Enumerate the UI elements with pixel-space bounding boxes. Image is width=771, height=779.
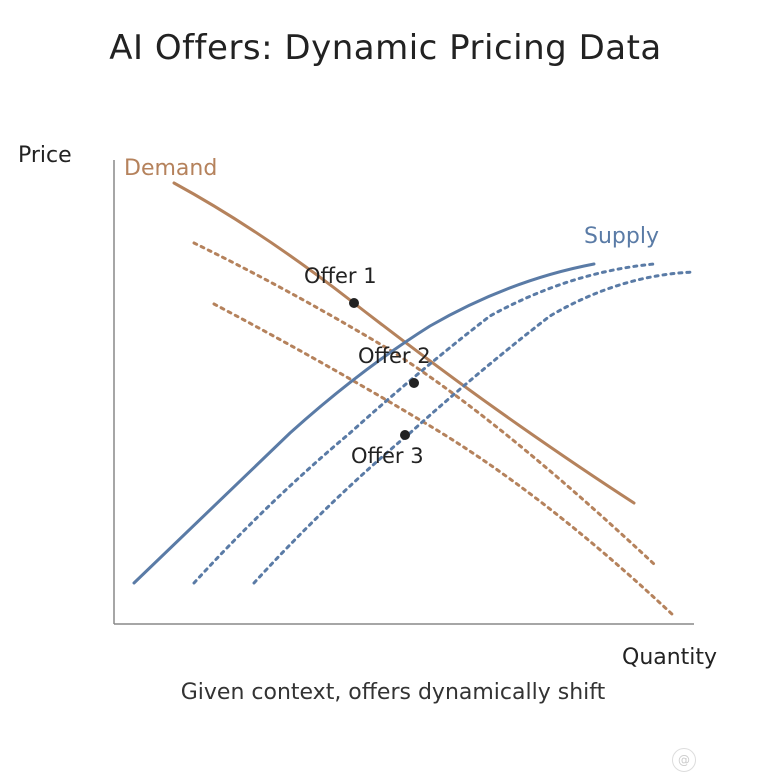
- x-axis-label: Quantity: [622, 645, 717, 670]
- offer-3-point: [400, 430, 410, 440]
- offer-2-point: [409, 378, 419, 388]
- page-title: AI Offers: Dynamic Pricing Data: [109, 28, 662, 68]
- demand-curve: [172, 181, 636, 505]
- supply-label: Supply: [584, 224, 659, 249]
- supply-curve-shifted-2: [252, 270, 696, 585]
- offer-1-label: Offer 1: [304, 264, 377, 288]
- supply-curve: [132, 262, 596, 585]
- caption: Given context, offers dynamically shift: [180, 680, 606, 705]
- offer-2-label: Offer 2: [358, 344, 431, 368]
- watermark-icon: @: [672, 748, 696, 772]
- demand-curve-shifted-2: [212, 302, 676, 618]
- offer-3-label: Offer 3: [351, 444, 424, 468]
- offer-1-point: [349, 298, 359, 308]
- demand-curve-shifted-1: [192, 241, 656, 566]
- demand-label: Demand: [124, 156, 217, 181]
- y-axis-label: Price: [18, 143, 72, 168]
- supply-curve-shifted-1: [192, 262, 656, 585]
